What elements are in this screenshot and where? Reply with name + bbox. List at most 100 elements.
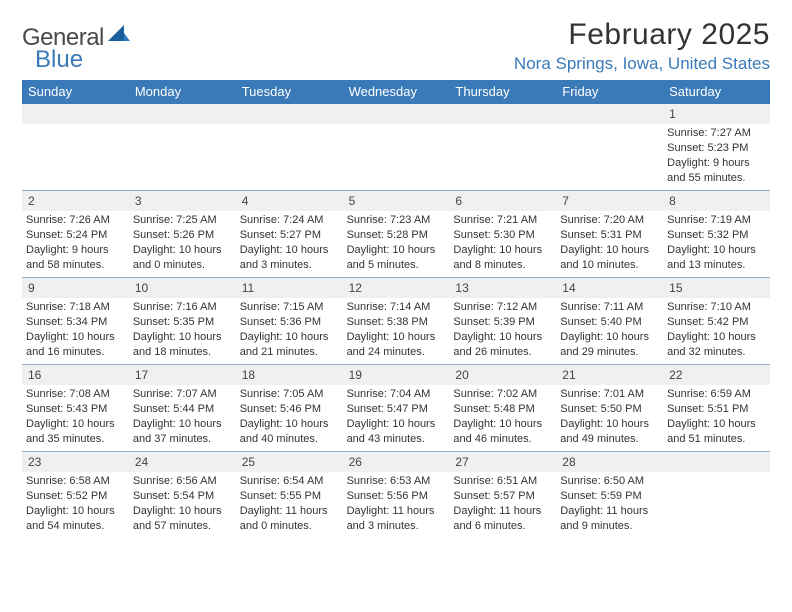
day-number bbox=[556, 104, 663, 124]
daylight-text: Daylight: 10 hours and 51 minutes. bbox=[667, 417, 766, 447]
empty-cell bbox=[343, 104, 450, 190]
day-number: 2 bbox=[22, 191, 129, 211]
daylight-text: Daylight: 11 hours and 9 minutes. bbox=[560, 504, 659, 534]
sunset-text: Sunset: 5:48 PM bbox=[453, 402, 552, 417]
day-cell: 23Sunrise: 6:58 AMSunset: 5:52 PMDayligh… bbox=[22, 452, 129, 538]
day-number bbox=[22, 104, 129, 124]
sunrise-text: Sunrise: 6:53 AM bbox=[347, 474, 446, 489]
daylight-text: Daylight: 10 hours and 54 minutes. bbox=[26, 504, 125, 534]
title-block: February 2025 Nora Springs, Iowa, United… bbox=[514, 18, 770, 74]
daylight-text: Daylight: 10 hours and 5 minutes. bbox=[347, 243, 446, 273]
day-header-sat: Saturday bbox=[663, 80, 770, 104]
day-cell: 14Sunrise: 7:11 AMSunset: 5:40 PMDayligh… bbox=[556, 278, 663, 364]
day-header-thu: Thursday bbox=[449, 80, 556, 104]
day-cell: 22Sunrise: 6:59 AMSunset: 5:51 PMDayligh… bbox=[663, 365, 770, 451]
sunrise-text: Sunrise: 7:11 AM bbox=[560, 300, 659, 315]
sunrise-text: Sunrise: 7:14 AM bbox=[347, 300, 446, 315]
day-number: 12 bbox=[343, 278, 450, 298]
sunset-text: Sunset: 5:31 PM bbox=[560, 228, 659, 243]
daylight-text: Daylight: 10 hours and 13 minutes. bbox=[667, 243, 766, 273]
day-number: 9 bbox=[22, 278, 129, 298]
sunrise-text: Sunrise: 7:15 AM bbox=[240, 300, 339, 315]
day-number: 7 bbox=[556, 191, 663, 211]
day-cell: 6Sunrise: 7:21 AMSunset: 5:30 PMDaylight… bbox=[449, 191, 556, 277]
sunrise-text: Sunrise: 7:10 AM bbox=[667, 300, 766, 315]
daylight-text: Daylight: 11 hours and 6 minutes. bbox=[453, 504, 552, 534]
daylight-text: Daylight: 10 hours and 43 minutes. bbox=[347, 417, 446, 447]
sunset-text: Sunset: 5:57 PM bbox=[453, 489, 552, 504]
day-header-tue: Tuesday bbox=[236, 80, 343, 104]
sunrise-text: Sunrise: 7:07 AM bbox=[133, 387, 232, 402]
day-number: 4 bbox=[236, 191, 343, 211]
sunset-text: Sunset: 5:38 PM bbox=[347, 315, 446, 330]
day-cell: 5Sunrise: 7:23 AMSunset: 5:28 PMDaylight… bbox=[343, 191, 450, 277]
calendar: Sunday Monday Tuesday Wednesday Thursday… bbox=[22, 80, 770, 538]
day-number: 24 bbox=[129, 452, 236, 472]
day-cell: 16Sunrise: 7:08 AMSunset: 5:43 PMDayligh… bbox=[22, 365, 129, 451]
day-header-wed: Wednesday bbox=[343, 80, 450, 104]
day-cell: 12 Sunrise: 7:14 AMSunset: 5:38 PMDayligh… bbox=[343, 278, 450, 364]
day-number: 11 bbox=[236, 278, 343, 298]
day-number bbox=[663, 452, 770, 472]
sunset-text: Sunset: 5:59 PM bbox=[560, 489, 659, 504]
day-cell: 28Sunrise: 6:50 AMSunset: 5:59 PMDayligh… bbox=[556, 452, 663, 538]
day-header-row: Sunday Monday Tuesday Wednesday Thursday… bbox=[22, 80, 770, 104]
day-cell: 4Sunrise: 7:24 AMSunset: 5:27 PMDaylight… bbox=[236, 191, 343, 277]
sunrise-text: Sunrise: 7:27 AM bbox=[667, 126, 766, 141]
sunset-text: Sunset: 5:26 PM bbox=[133, 228, 232, 243]
empty-cell bbox=[556, 104, 663, 190]
sunset-text: Sunset: 5:56 PM bbox=[347, 489, 446, 504]
day-number: 13 bbox=[449, 278, 556, 298]
sunset-text: Sunset: 5:30 PM bbox=[453, 228, 552, 243]
sunrise-text: Sunrise: 7:18 AM bbox=[26, 300, 125, 315]
sunset-text: Sunset: 5:55 PM bbox=[240, 489, 339, 504]
location-text: Nora Springs, Iowa, United States bbox=[514, 54, 770, 74]
daylight-text: Daylight: 10 hours and 26 minutes. bbox=[453, 330, 552, 360]
sunset-text: Sunset: 5:44 PM bbox=[133, 402, 232, 417]
day-number: 5 bbox=[343, 191, 450, 211]
day-header-fri: Friday bbox=[556, 80, 663, 104]
day-header-sun: Sunday bbox=[22, 80, 129, 104]
day-number bbox=[449, 104, 556, 124]
day-number: 22 bbox=[663, 365, 770, 385]
daylight-text: Daylight: 10 hours and 24 minutes. bbox=[347, 330, 446, 360]
daylight-text: Daylight: 10 hours and 49 minutes. bbox=[560, 417, 659, 447]
sunset-text: Sunset: 5:23 PM bbox=[667, 141, 766, 156]
daylight-text: Daylight: 10 hours and 29 minutes. bbox=[560, 330, 659, 360]
day-cell: 11Sunrise: 7:15 AMSunset: 5:36 PMDayligh… bbox=[236, 278, 343, 364]
sunset-text: Sunset: 5:43 PM bbox=[26, 402, 125, 417]
day-number: 1 bbox=[663, 104, 770, 124]
sunrise-text: Sunrise: 6:51 AM bbox=[453, 474, 552, 489]
sunrise-text: Sunrise: 7:16 AM bbox=[133, 300, 232, 315]
header: General February 2025 Nora Springs, Iowa… bbox=[22, 18, 770, 74]
sunset-text: Sunset: 5:54 PM bbox=[133, 489, 232, 504]
brand-word-blue: Blue bbox=[35, 46, 83, 74]
day-number: 21 bbox=[556, 365, 663, 385]
day-number: 6 bbox=[449, 191, 556, 211]
empty-cell bbox=[663, 452, 770, 538]
day-header-mon: Monday bbox=[129, 80, 236, 104]
day-number: 18 bbox=[236, 365, 343, 385]
daylight-text: Daylight: 10 hours and 21 minutes. bbox=[240, 330, 339, 360]
week-row: 16Sunrise: 7:08 AMSunset: 5:43 PMDayligh… bbox=[22, 365, 770, 452]
day-number: 10 bbox=[129, 278, 236, 298]
day-number: 23 bbox=[22, 452, 129, 472]
day-cell: 20Sunrise: 7:02 AMSunset: 5:48 PMDayligh… bbox=[449, 365, 556, 451]
empty-cell bbox=[129, 104, 236, 190]
day-number: 17 bbox=[129, 365, 236, 385]
day-cell: 3Sunrise: 7:25 AMSunset: 5:26 PMDaylight… bbox=[129, 191, 236, 277]
day-number bbox=[236, 104, 343, 124]
empty-cell bbox=[449, 104, 556, 190]
sunrise-text: Sunrise: 7:24 AM bbox=[240, 213, 339, 228]
day-number bbox=[343, 104, 450, 124]
day-number: 15 bbox=[663, 278, 770, 298]
day-cell: 24Sunrise: 6:56 AMSunset: 5:54 PMDayligh… bbox=[129, 452, 236, 538]
day-number: 28 bbox=[556, 452, 663, 472]
day-number: 19 bbox=[343, 365, 450, 385]
day-number: 20 bbox=[449, 365, 556, 385]
sunset-text: Sunset: 5:51 PM bbox=[667, 402, 766, 417]
sunset-text: Sunset: 5:27 PM bbox=[240, 228, 339, 243]
daylight-text: Daylight: 10 hours and 37 minutes. bbox=[133, 417, 232, 447]
sunrise-text: Sunrise: 7:21 AM bbox=[453, 213, 552, 228]
sunrise-text: Sunrise: 7:01 AM bbox=[560, 387, 659, 402]
